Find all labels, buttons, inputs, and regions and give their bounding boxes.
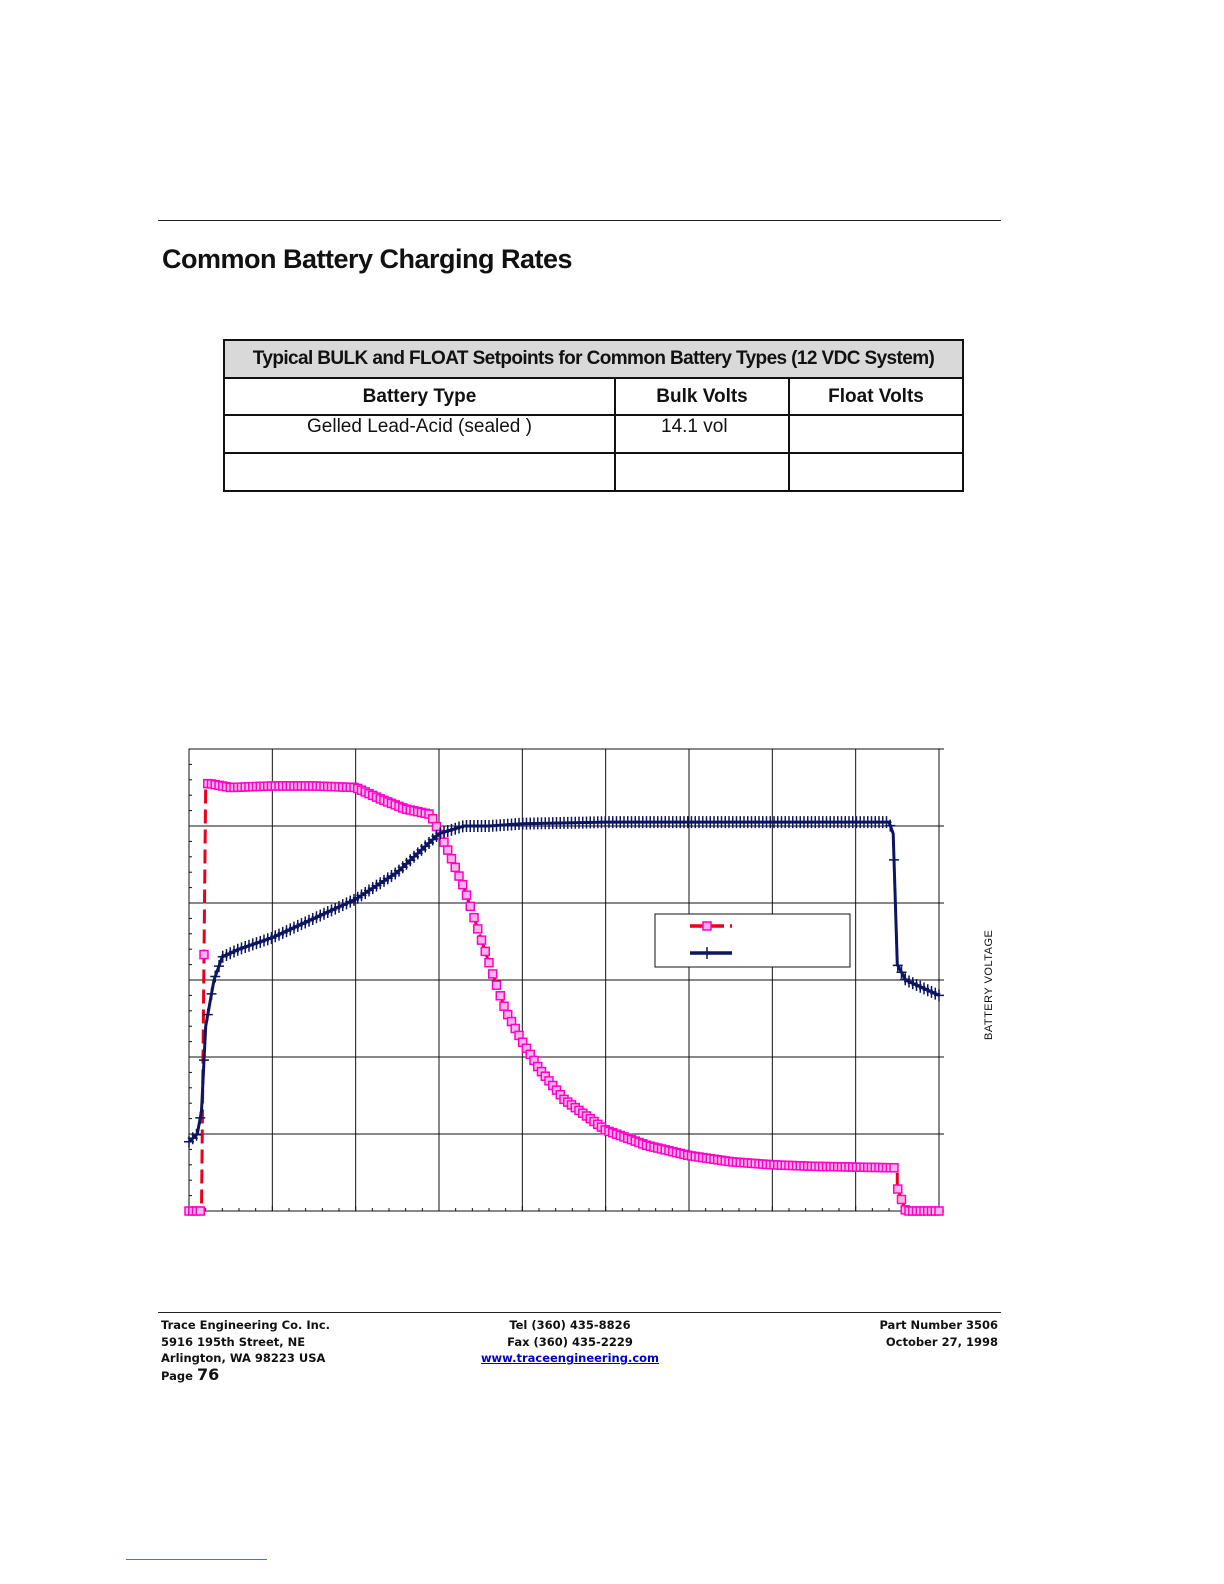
data-point-marker	[454, 871, 464, 881]
data-point-marker	[885, 819, 896, 832]
header-rule	[158, 220, 1001, 221]
footer-left: Trace Engineering Co. Inc. 5916 195th St…	[161, 1317, 330, 1384]
data-point-marker	[195, 1206, 205, 1216]
data-point-marker	[210, 970, 221, 983]
data-point-marker	[488, 969, 498, 979]
page-title: Common Battery Charging Rates	[162, 244, 573, 274]
data-point-marker	[195, 1111, 206, 1124]
footer-center: Tel (360) 435-8826 Fax (360) 435-2229 ww…	[470, 1317, 670, 1367]
table-cell	[788, 452, 964, 492]
table-cell: 14.1 vol	[614, 414, 790, 454]
footer-street: 5916 195th Street, NE	[161, 1334, 306, 1349]
legend-swatch-marker	[702, 921, 712, 931]
data-point-marker	[469, 912, 479, 923]
table-cell	[614, 452, 790, 492]
legend-box	[654, 913, 851, 968]
data-point-marker	[206, 987, 217, 1000]
data-point-marker	[199, 949, 209, 960]
series-line	[189, 782, 939, 1213]
data-point-marker	[428, 814, 438, 824]
data-point-marker	[892, 959, 903, 972]
data-point-marker	[934, 989, 944, 1002]
data-point-marker	[491, 980, 502, 990]
legend-swatch-marker	[702, 947, 712, 959]
series-markers	[184, 778, 944, 1216]
table-row: Gelled Lead-Acid (sealed ) 14.1 vol	[223, 414, 964, 454]
setpoints-table: Typical BULK and FLOAT Setpoints for Com…	[223, 339, 964, 492]
column-header-battery-type: Battery Type	[223, 377, 616, 416]
data-point-marker	[199, 1054, 209, 1067]
bottom-link-rule	[126, 1559, 267, 1560]
data-point-marker	[431, 821, 442, 832]
data-point-marker	[934, 1206, 944, 1216]
footer-tel: Tel (360) 435-8826	[509, 1318, 631, 1332]
data-point-marker	[499, 1001, 509, 1011]
data-point-marker	[480, 946, 490, 957]
page-prefix: Page	[161, 1368, 193, 1383]
table-row	[223, 452, 964, 492]
data-point-marker	[458, 879, 468, 890]
data-point-marker	[443, 845, 453, 855]
data-point-marker	[889, 853, 899, 866]
data-point-marker	[473, 924, 483, 934]
footer-part-number: Part Number 3506	[879, 1318, 998, 1332]
data-point-marker	[446, 853, 457, 864]
chart-legend	[654, 913, 851, 968]
data-point-marker	[465, 901, 475, 912]
data-point-marker	[476, 935, 487, 945]
data-point-marker	[484, 957, 494, 968]
data-point-marker	[450, 862, 460, 873]
footer-rule	[158, 1312, 1001, 1313]
footer-right: Part Number 3506 October 27, 1998	[800, 1317, 998, 1350]
page-number: 76	[196, 1364, 220, 1384]
footer-date: October 27, 1998	[885, 1334, 998, 1349]
column-header-float-volts: Float Volts	[788, 377, 964, 416]
y2-axis-label: BATTERY VOLTAGE	[983, 929, 995, 1040]
data-point-marker	[893, 1184, 903, 1194]
data-point-marker	[495, 991, 505, 1001]
chart-series	[184, 778, 944, 1216]
footer-page: Page 76	[161, 1364, 330, 1385]
data-point-marker	[461, 890, 472, 900]
column-header-bulk-volts: Bulk Volts	[614, 377, 790, 416]
footer-city: Arlington, WA 98223 USA	[161, 1351, 326, 1365]
data-point-marker	[202, 1008, 213, 1021]
chart-grid	[188, 748, 944, 1212]
table-caption: Typical BULK and FLOAT Setpoints for Com…	[223, 339, 964, 379]
data-point-marker	[214, 960, 224, 973]
table-cell: Gelled Lead-Acid (sealed )	[223, 414, 616, 454]
footer-fax: Fax (360) 435-2229	[507, 1334, 633, 1349]
data-point-marker	[191, 1128, 202, 1141]
data-point-marker	[439, 837, 449, 847]
footer-company: Trace Engineering Co. Inc.	[161, 1318, 331, 1332]
data-point-marker	[896, 1194, 907, 1205]
series-markers	[184, 816, 944, 1148]
data-point-marker	[889, 1163, 899, 1173]
footer-website-link[interactable]: www.traceengineering.com	[480, 1351, 660, 1365]
data-point-marker	[896, 966, 907, 979]
table-cell	[223, 452, 616, 492]
table-cell	[788, 414, 964, 454]
